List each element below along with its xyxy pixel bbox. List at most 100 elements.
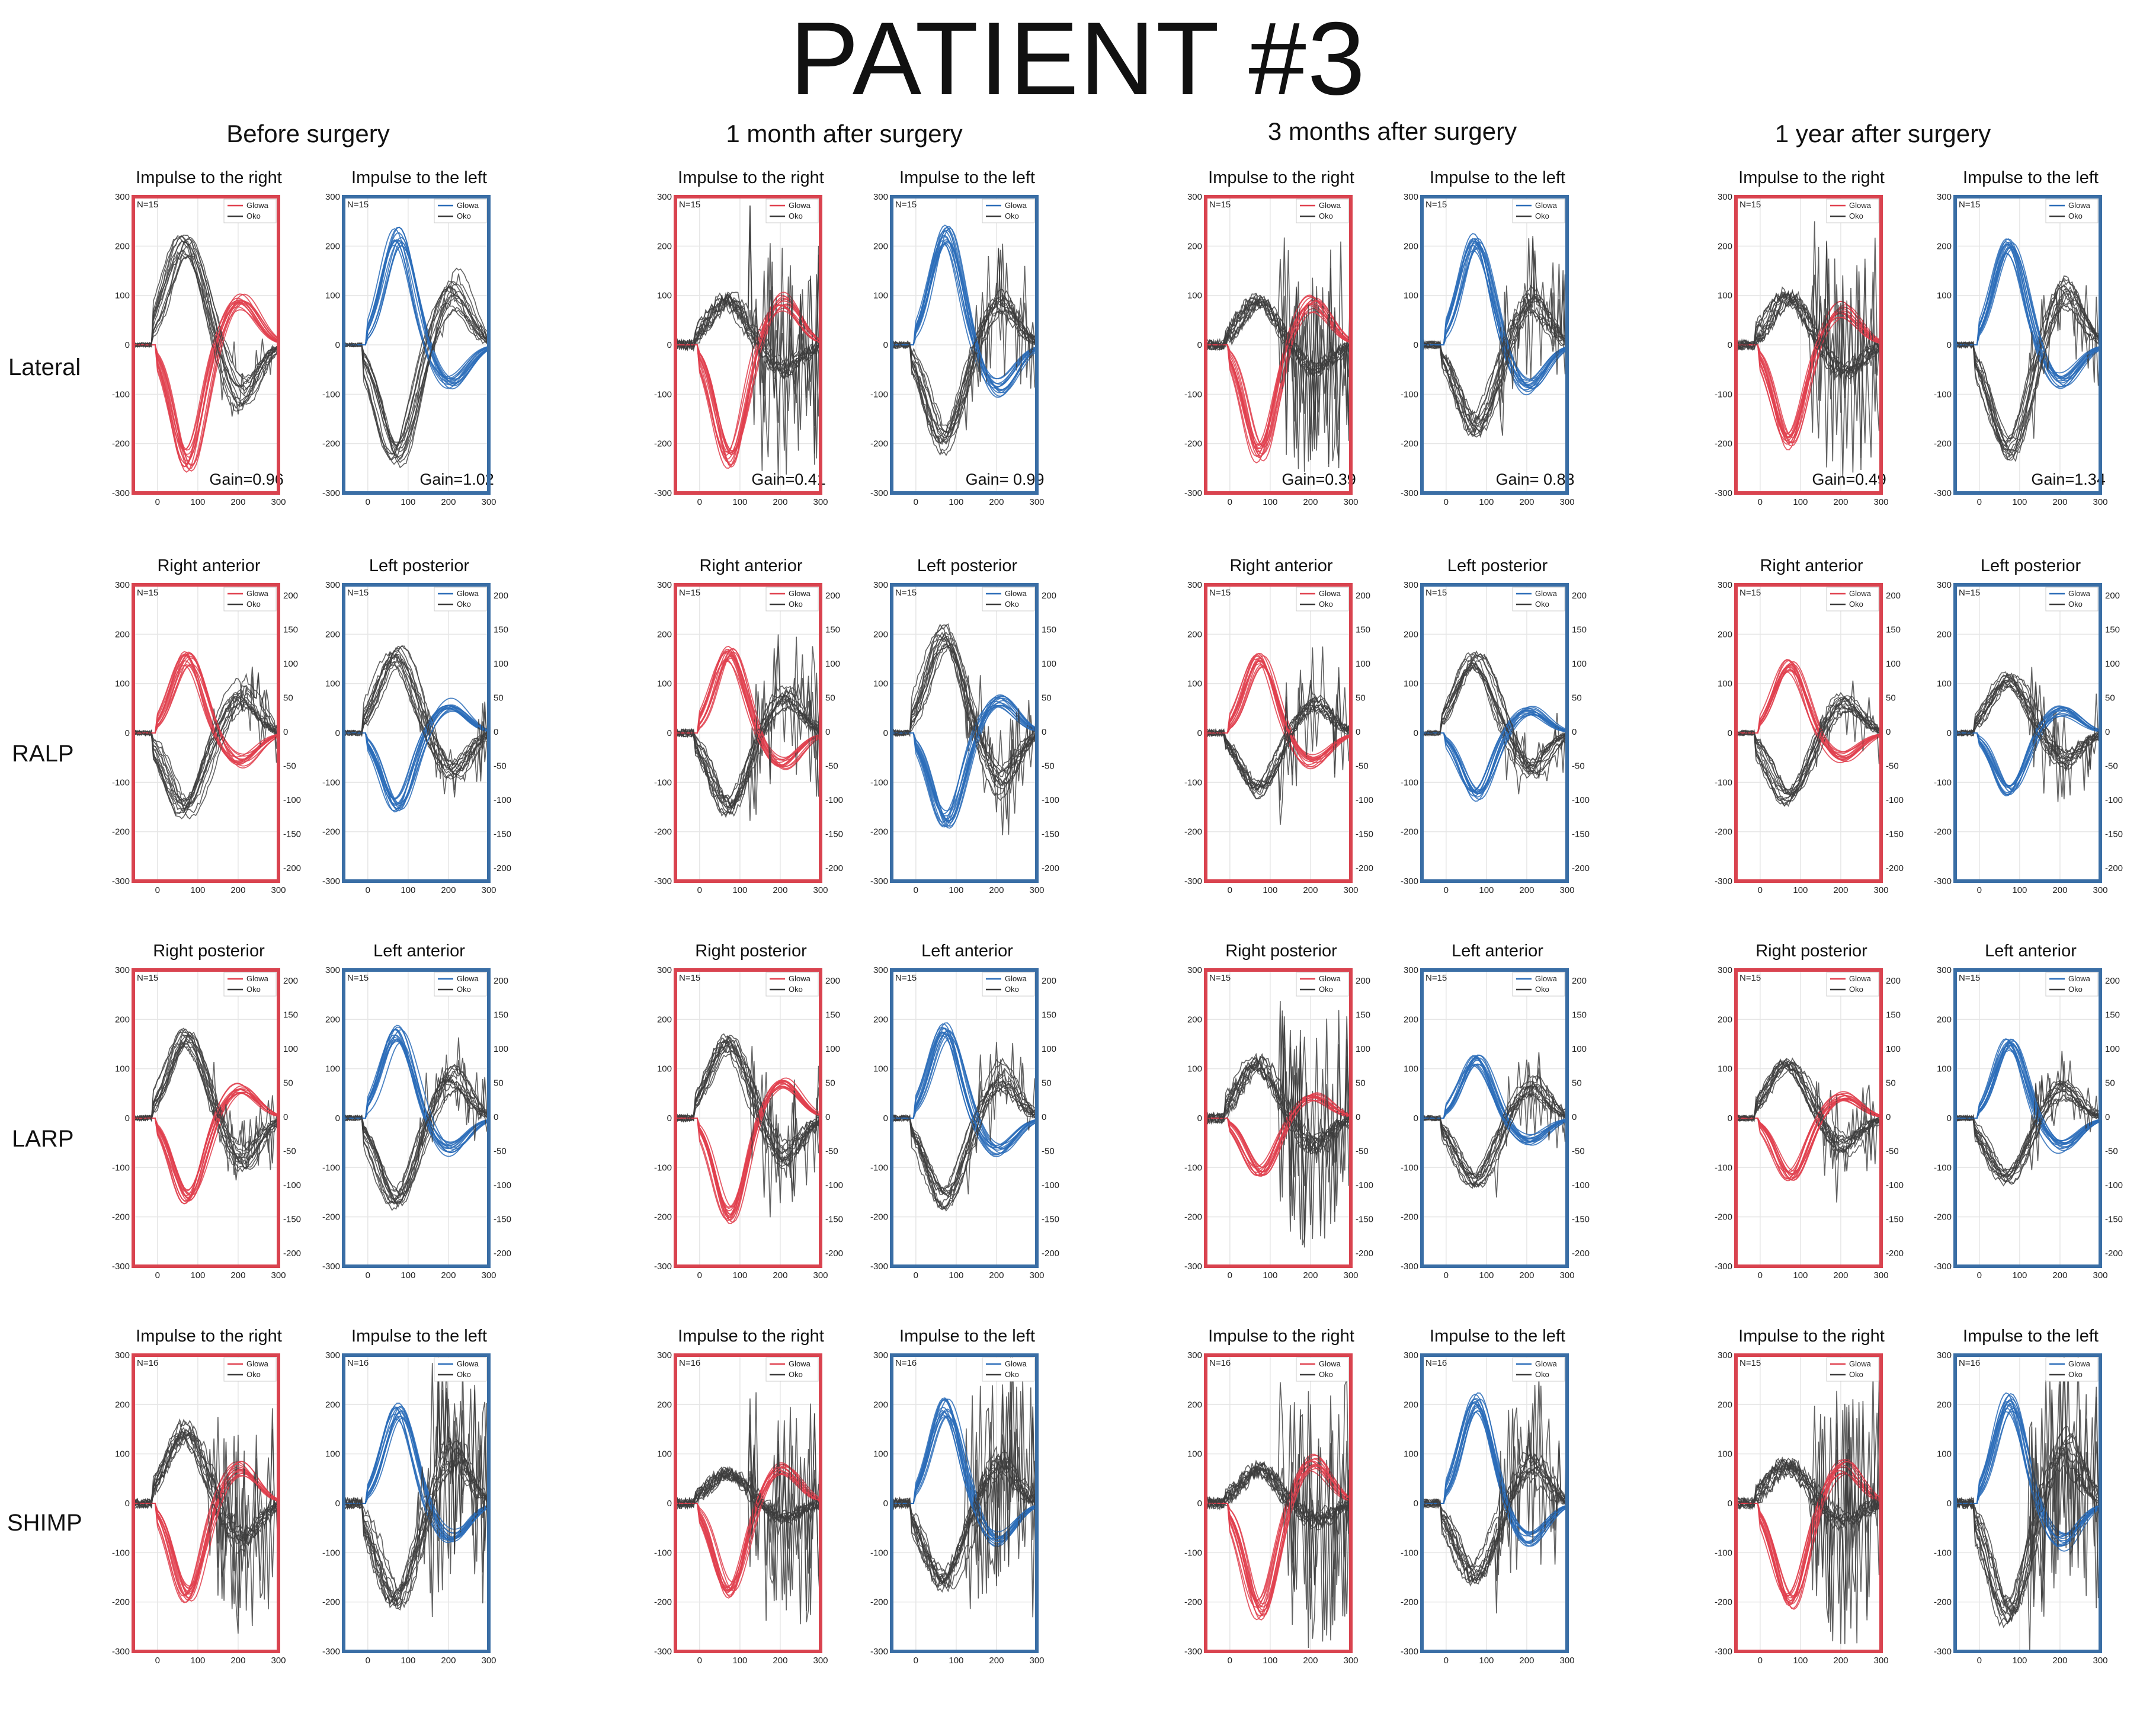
traces xyxy=(1735,221,1882,478)
sample-size-label: N=15 xyxy=(679,200,700,210)
y2-tick-label: -150 xyxy=(825,1215,843,1225)
x-tick-label: 100 xyxy=(401,885,415,895)
y2-tick-label: 150 xyxy=(825,625,840,635)
x-tick-label: 300 xyxy=(1873,1656,1888,1666)
head-trace xyxy=(1955,1045,2101,1143)
x-tick-label: 300 xyxy=(2093,1270,2107,1280)
panel-chart: -300 -200 -100 0 100 200 300 0 100 200 300 -200 -150… xyxy=(1715,580,1904,895)
legend: Glowa Oko xyxy=(1296,587,1349,612)
legend-label-head: Glowa xyxy=(1849,974,1872,983)
sample-size-label: N=15 xyxy=(895,200,917,210)
legend-label-eye: Oko xyxy=(246,1370,261,1379)
y2-tick-label: -100 xyxy=(494,795,511,805)
legend-label-head: Glowa xyxy=(789,974,811,983)
legend-label-eye: Oko xyxy=(789,1370,803,1379)
y-tick-label: 200 xyxy=(115,1014,130,1025)
y2-tick-label: -150 xyxy=(1042,1215,1059,1225)
head-trace xyxy=(1206,1464,1351,1605)
panel-chart: -300 -200 -100 0 100 200 300 0 100 200 300 -200 -150… xyxy=(654,965,843,1280)
row-label-lateral: Lateral xyxy=(8,354,81,380)
eye-trace xyxy=(891,305,1037,444)
legend-label-eye: Oko xyxy=(1535,212,1549,220)
gain-label: Gain=0.41 xyxy=(751,470,825,488)
y-tick-label: 200 xyxy=(1718,1400,1732,1410)
y-tick-label: -200 xyxy=(112,1597,130,1608)
panel-larp-3m-left: Left anterior -300 -200 -100 0 100 200 300 0 100 2… xyxy=(1392,939,1603,1280)
y-tick-label: -200 xyxy=(654,1597,672,1608)
eye-trace xyxy=(133,1039,279,1168)
eye-trace xyxy=(1421,280,1568,433)
eye-trace xyxy=(1205,1016,1351,1235)
y2-tick-label: 100 xyxy=(1042,1044,1056,1054)
head-trace xyxy=(1422,1398,1568,1544)
panel-chart: -300 -200 -100 0 100 200 300 0 100 200 300 N=15 Glow… xyxy=(1401,192,1575,507)
traces xyxy=(675,205,821,478)
x-tick-label: 200 xyxy=(441,1656,456,1666)
x-tick-label: 300 xyxy=(813,885,828,895)
legend: Glowa Oko xyxy=(223,199,277,223)
eye-trace xyxy=(1735,271,1882,436)
eye-trace xyxy=(675,286,821,471)
eye-trace xyxy=(891,1085,1037,1209)
y-tick-label: -100 xyxy=(1184,1548,1202,1558)
panel-chart: -300 -200 -100 0 100 200 300 0 100 200 300 N=16 Glow… xyxy=(112,1350,286,1666)
y2-tick-label: -150 xyxy=(2105,830,2123,840)
legend: Glowa Oko xyxy=(1512,587,1565,612)
y-tick-label: 100 xyxy=(873,291,888,301)
legend-label-head: Glowa xyxy=(457,201,479,210)
sample-size-label: N=16 xyxy=(895,1358,917,1368)
x-tick-label: 300 xyxy=(1343,497,1358,507)
head-trace xyxy=(133,299,279,473)
y-tick-label: 0 xyxy=(883,1113,888,1123)
y-tick-label: 100 xyxy=(657,679,672,689)
eye-trace xyxy=(133,666,279,819)
legend-label-head: Glowa xyxy=(246,589,269,598)
y-tick-label: 100 xyxy=(1404,291,1418,301)
y-tick-label: -100 xyxy=(1401,1548,1418,1558)
sample-size-label: N=15 xyxy=(679,588,700,598)
panel-larp-3m-right: Right posterior -300 -200 -100 0 100 200 300 0 10… xyxy=(1176,939,1386,1280)
legend-label-eye: Oko xyxy=(457,1370,471,1379)
y2-tick-label: 150 xyxy=(1572,1010,1587,1020)
legend-label-head: Glowa xyxy=(1535,974,1558,983)
panel-title: Left posterior xyxy=(1980,556,2081,575)
eye-trace xyxy=(1955,1087,2101,1182)
panel-frame xyxy=(132,968,280,1268)
y2-tick-label: 50 xyxy=(825,1078,835,1088)
head-trace xyxy=(892,1030,1037,1145)
y-tick-label: 0 xyxy=(1197,1499,1202,1509)
eye-trace xyxy=(1421,667,1568,769)
y2-tick-label: 0 xyxy=(494,1112,498,1122)
x-tick-label: 300 xyxy=(481,885,496,895)
y2-tick-label: 150 xyxy=(1886,1010,1901,1020)
y-tick-label: -100 xyxy=(1715,777,1732,787)
eye-trace xyxy=(1421,1432,1568,1584)
panel-lateral-before-right: Impulse to the right -300 -200 -100 0 100 200 3… xyxy=(104,166,314,507)
x-tick-label: 0 xyxy=(1977,885,1982,895)
head-trace xyxy=(133,660,279,763)
eye-trace xyxy=(1421,1385,1568,1581)
y-tick-label: 0 xyxy=(883,340,888,350)
y2-tick-label: 0 xyxy=(1042,727,1046,737)
head-trace xyxy=(675,1473,821,1597)
legend-label-head: Glowa xyxy=(1005,974,1027,983)
y-tick-label: 200 xyxy=(873,1400,888,1410)
eye-trace xyxy=(343,1059,489,1203)
y-tick-label: -300 xyxy=(1715,876,1732,886)
legend-label-head: Glowa xyxy=(246,974,269,983)
y-tick-label: -200 xyxy=(112,1212,130,1222)
eye-trace xyxy=(675,646,821,801)
time-header-1-month: 1 month after surgery xyxy=(726,120,963,148)
x-tick-label: 100 xyxy=(1479,885,1494,895)
y2-tick-label: -200 xyxy=(1572,1248,1590,1259)
panel-title: Left posterior xyxy=(369,556,470,575)
y-tick-label: 100 xyxy=(115,1064,130,1074)
y-tick-label: -200 xyxy=(1401,827,1418,837)
y2-tick-label: 50 xyxy=(825,693,835,703)
head-trace xyxy=(1736,1470,1882,1597)
panel-frame xyxy=(1734,1353,1883,1653)
panel-ralp-before-left: Left posterior -300 -200 -100 0 100 200 300 0 100… xyxy=(314,554,524,895)
eye-trace xyxy=(675,1456,821,1568)
x-tick-label: 0 xyxy=(914,497,918,507)
y-tick-label: 0 xyxy=(335,340,340,350)
